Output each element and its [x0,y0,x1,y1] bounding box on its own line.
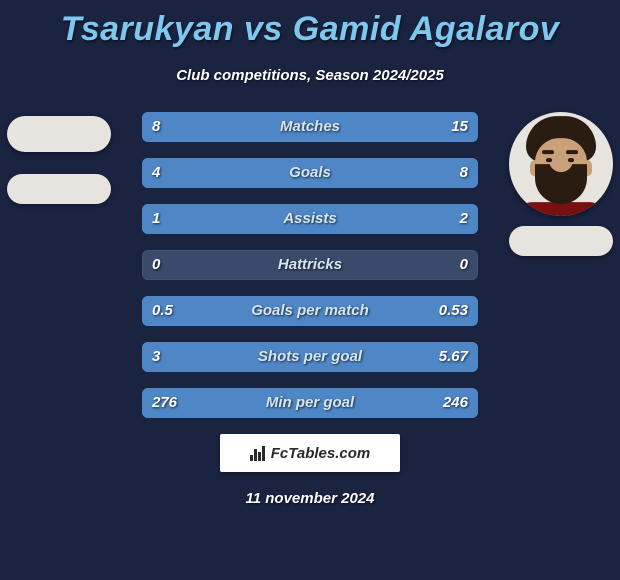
player2-name: Gamid Agalarov [293,10,559,48]
stat-row: 48Goals [142,158,478,188]
stat-label: Assists [142,204,478,234]
stats-list: 815Matches 48Goals 12Assists 00Hattricks 0.5… [142,112,478,418]
player1-column [4,112,114,204]
date-text: 11 november 2024 [0,490,620,507]
stat-row: 0.50.53Goals per match [142,296,478,326]
stat-label: Min per goal [142,388,478,418]
stat-row: 35.67Shots per goal [142,342,478,372]
player2-column [506,112,616,256]
source-logo: FcTables.com [220,434,400,472]
player2-face-illustration [520,116,602,216]
stat-label: Hattricks [142,250,478,280]
stat-row: 12Assists [142,204,478,234]
stat-label: Goals per match [142,296,478,326]
stat-row: 00Hattricks [142,250,478,280]
comparison-title: Tsarukyan vs Gamid Agalarov [0,0,620,49]
player2-team-badge [509,226,613,256]
subtitle: Club competitions, Season 2024/2025 [0,67,620,84]
player2-avatar [509,112,613,216]
player1-avatar [7,116,111,152]
stat-label: Shots per goal [142,342,478,372]
player1-team-badge [7,174,111,204]
stat-row: 815Matches [142,112,478,142]
vs-text: vs [244,10,283,48]
stat-label: Goals [142,158,478,188]
stat-label: Matches [142,112,478,142]
source-logo-text: FcTables.com [271,445,370,462]
player1-name: Tsarukyan [61,10,234,48]
stat-row: 276246Min per goal [142,388,478,418]
chart-icon [250,446,265,461]
content-area: 815Matches 48Goals 12Assists 00Hattricks 0.5… [0,112,620,418]
